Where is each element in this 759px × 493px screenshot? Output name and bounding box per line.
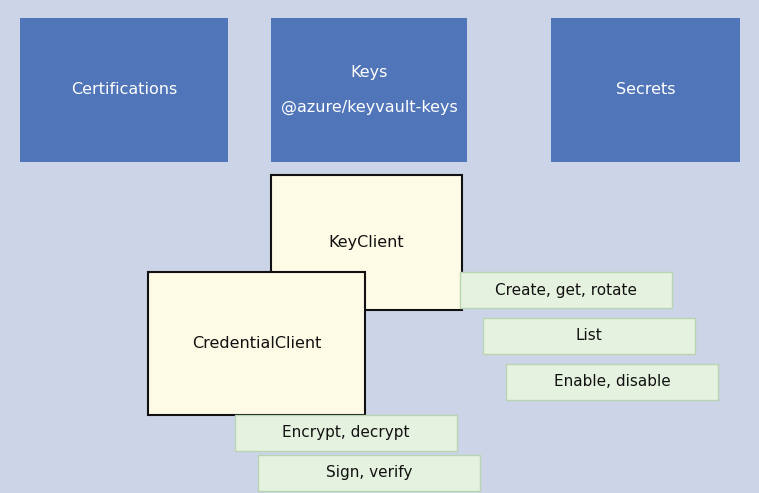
FancyBboxPatch shape [271,175,462,310]
Text: Keys

@azure/keyvault-keys: Keys @azure/keyvault-keys [281,65,458,115]
Text: Secrets: Secrets [616,82,676,98]
Text: CredentialClient: CredentialClient [192,336,321,351]
FancyBboxPatch shape [271,18,467,162]
Text: Enable, disable: Enable, disable [553,375,670,389]
Text: Create, get, rotate: Create, get, rotate [495,282,637,297]
Text: KeyClient: KeyClient [329,235,405,250]
Text: Certifications: Certifications [71,82,177,98]
FancyBboxPatch shape [20,18,228,162]
FancyBboxPatch shape [235,415,457,451]
Text: Sign, verify: Sign, verify [326,465,412,481]
FancyBboxPatch shape [148,272,365,415]
FancyBboxPatch shape [460,272,672,308]
FancyBboxPatch shape [551,18,740,162]
FancyBboxPatch shape [258,455,480,491]
FancyBboxPatch shape [483,318,695,354]
Text: Encrypt, decrypt: Encrypt, decrypt [282,425,410,441]
Text: List: List [575,328,603,344]
FancyBboxPatch shape [506,364,718,400]
